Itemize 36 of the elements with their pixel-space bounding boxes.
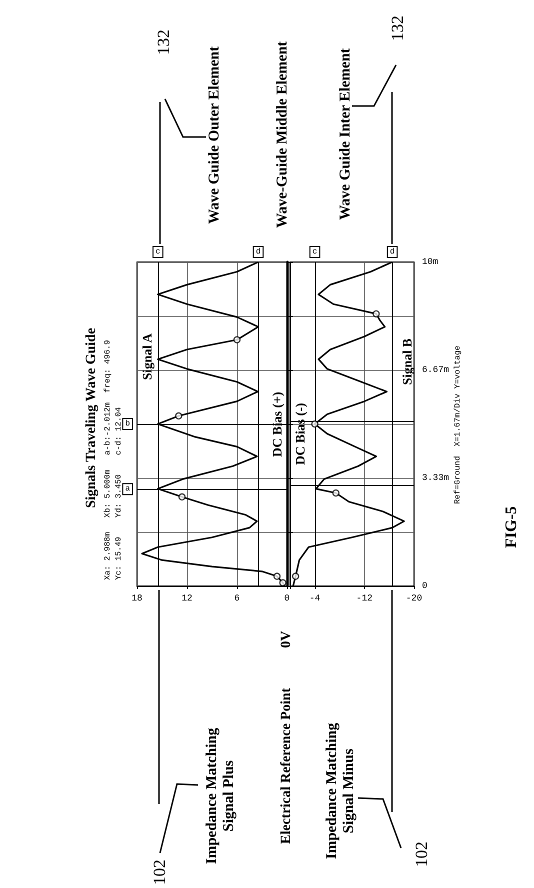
text: 0V	[278, 630, 295, 648]
text: 102	[150, 860, 170, 885]
ref-line-label: d	[390, 248, 395, 256]
text: Xa: 2.988m Xb: 5.000m a-b:-2.012m freq: 496.9	[103, 340, 113, 580]
text: Wave Guide Inter Element	[337, 48, 354, 220]
text: Signals Traveling Wave Guide	[84, 326, 100, 510]
text: 132	[154, 30, 174, 55]
x-tick-label: 18	[132, 594, 142, 604]
ref-line-label: c	[156, 248, 161, 256]
text: Yc: 15.49 Yd: 3.450 c-d: 12.04	[114, 407, 124, 580]
x-tick-label: 12	[182, 594, 192, 604]
text: Electrical Reference Point	[278, 688, 295, 844]
y-tick-label: 6.67m	[422, 364, 450, 375]
y-tick-label: 0	[422, 581, 428, 591]
y-tick-label: 3.33m	[422, 473, 450, 484]
x-tick-label: -20	[406, 594, 422, 604]
text: Impedance Matching Signal Minus	[324, 722, 358, 862]
x-tick-label: -12	[356, 594, 372, 604]
annotation: DC Bias (-)	[292, 402, 308, 465]
text: Impedance Matching Signal Plus	[204, 726, 238, 866]
annotation: Signal B	[400, 338, 416, 385]
text: 102	[412, 842, 432, 867]
x-tick-label: 6	[234, 594, 240, 604]
y-tick-label: 10m	[422, 257, 438, 267]
text: Wave-Guide Middle Element	[274, 41, 292, 228]
text: 132	[388, 16, 408, 41]
text: Ref=Ground X=1.67m/Div Y=voltage	[453, 346, 463, 504]
annotation: Signal A	[140, 333, 156, 380]
text: Wave Guide Outer Element	[206, 46, 224, 224]
x-tick-label: 0	[284, 594, 290, 604]
text: FIG-5	[502, 506, 521, 548]
ref-line-label: a	[125, 484, 130, 494]
ref-line-label: b	[125, 420, 130, 428]
ref-line-label: d	[256, 248, 261, 256]
ref-line-label: c	[312, 248, 318, 256]
x-tick-label: -4	[309, 594, 320, 604]
